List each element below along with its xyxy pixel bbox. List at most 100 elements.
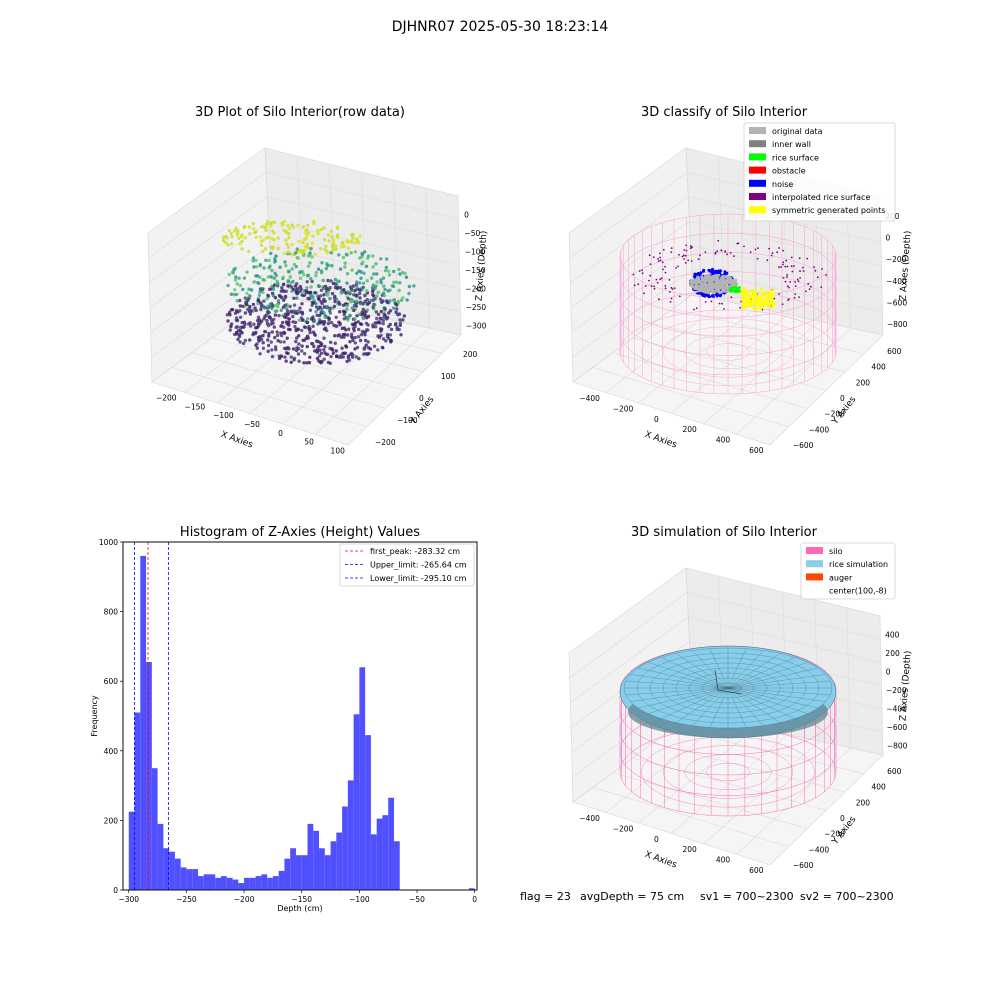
interpolated-point [791,270,794,273]
point [373,297,377,301]
point [235,299,239,303]
point [284,351,289,355]
symmetric-point [759,307,763,311]
histogram-bar [174,858,181,890]
point [401,296,405,300]
point [345,359,349,364]
point [279,324,283,328]
histogram-bar [468,888,475,890]
point [277,293,282,298]
point [375,272,379,276]
interpolated-point [681,255,684,258]
sim-z-axis: 400 200 0 −200 −400 −600 −800 Z Axies (Depth) [885,630,913,750]
point [273,335,277,340]
point [296,223,300,227]
point [248,338,252,342]
interpolated-point [670,297,673,300]
point [282,228,286,233]
point [389,327,394,332]
silo-ring [619,271,837,356]
point [260,303,264,307]
interpolated-point [693,308,695,311]
legend-label: obstacle [772,167,806,176]
point [351,284,356,288]
point [227,310,232,315]
histogram-bar [295,855,302,890]
point [365,308,370,312]
point [262,225,266,229]
point [272,276,277,280]
interpolated-point [770,254,773,257]
original-point [705,290,709,294]
histogram-bar [307,823,314,890]
silo-floor-ring [684,335,772,370]
y-tick-label: −200 [824,830,845,839]
point [280,320,285,325]
point [308,330,312,335]
point [403,271,407,276]
point [384,339,388,343]
symmetric-point [746,300,750,304]
x-tick-label: 0 [472,895,477,904]
point [323,247,327,252]
point [317,344,321,349]
point [269,275,273,279]
point [360,251,364,256]
mesh-ring [701,677,755,699]
point [331,249,335,253]
point [379,317,383,321]
point [371,289,375,294]
point [240,247,244,251]
point [273,260,277,264]
point [260,337,264,342]
symmetric-point [753,302,757,306]
point [291,314,295,319]
legend-label: noise [772,180,793,189]
point [253,331,257,336]
point [264,228,268,233]
point [272,325,276,329]
point [287,317,291,321]
point [290,242,294,247]
point [304,231,308,236]
histogram-bar [278,870,285,890]
point [234,316,239,320]
point [374,284,378,288]
point [257,293,262,297]
point [262,299,266,303]
point [314,310,318,314]
interpolated-point [723,308,725,310]
point [349,298,353,302]
interpolated-point [799,277,801,279]
histogram-bar [232,879,239,890]
point [242,225,246,229]
point [302,325,307,329]
point [289,355,293,359]
point [319,294,323,298]
point [311,330,316,334]
point [230,307,235,312]
original-point [724,286,728,290]
point [287,269,291,274]
noise-point [702,269,705,273]
interpolated-point [786,285,789,288]
point [274,254,278,258]
original-point [700,285,704,289]
point [319,309,324,314]
point [226,283,230,288]
x-tick-label: −150 [291,895,312,904]
point [256,298,260,303]
interpolated-point [776,251,779,254]
original-point [713,285,717,289]
point [305,344,309,349]
point [309,247,313,251]
point [342,244,346,249]
point [258,263,262,267]
point [233,229,237,233]
symmetric-point [752,289,756,292]
interpolated-point [788,286,790,289]
point [221,235,226,239]
footer-status: flag = 23 avgDepth = 75 cm sv1 = 700~230… [520,890,894,903]
interpolated-point [669,291,671,293]
